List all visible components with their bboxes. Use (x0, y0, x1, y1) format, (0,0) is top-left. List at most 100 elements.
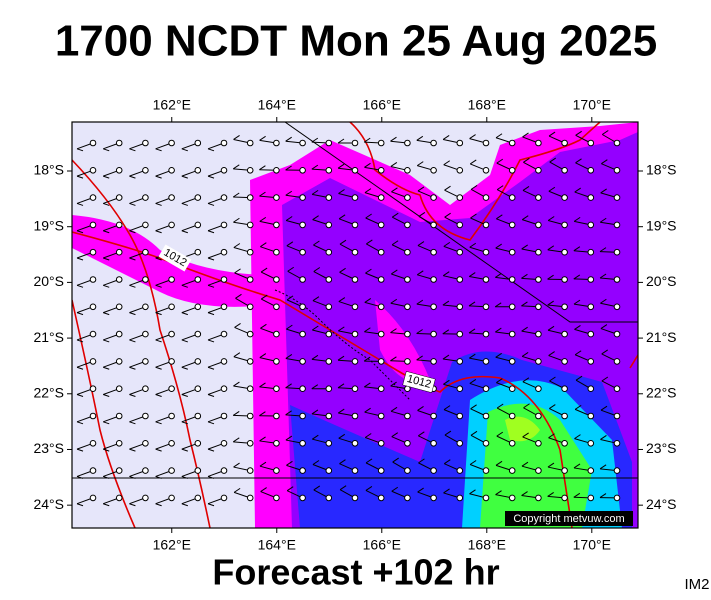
barb-flag (155, 394, 162, 397)
barb-flag (103, 503, 110, 507)
barb-station (377, 248, 385, 256)
barb-flag (103, 148, 110, 152)
barb-station (194, 385, 202, 393)
barb-station (89, 139, 97, 147)
lat-tick-label: 19°S (646, 217, 677, 233)
barb-flag (366, 239, 373, 245)
barb-station (325, 276, 333, 283)
barb-flag (495, 243, 502, 249)
barb-station (561, 385, 568, 393)
barb-station (89, 385, 97, 393)
barb-station (273, 248, 280, 256)
barb-flag (337, 355, 345, 361)
barb-flag (233, 381, 240, 387)
barb-flag (390, 406, 398, 412)
barb-flag (390, 328, 397, 334)
barb-station (299, 494, 306, 502)
barb-flag (76, 257, 84, 261)
barb-station (115, 412, 123, 420)
isobar (629, 354, 638, 369)
wind-barbs (76, 130, 621, 507)
barb-flag (103, 421, 110, 425)
barb-flag (259, 461, 267, 467)
barb-flag (207, 475, 215, 479)
barb-flag (443, 405, 451, 411)
barb-station (351, 303, 359, 311)
barb-station (404, 248, 411, 256)
barb-station (273, 330, 280, 338)
barb-station (325, 167, 333, 174)
barb-flag (547, 300, 554, 306)
barb-station (377, 385, 385, 393)
barb-flag (391, 240, 399, 246)
barb-station (561, 276, 568, 283)
barb-station (508, 440, 516, 447)
barb-flag (522, 377, 530, 383)
barb-flag (521, 352, 529, 357)
lon-tick-label: 170°E (573, 537, 611, 553)
barb-station (587, 221, 595, 229)
barb-station (587, 440, 595, 447)
barb-station (377, 467, 385, 474)
barb-station (246, 276, 254, 283)
barb-station (404, 194, 411, 201)
barb-flag (364, 188, 372, 194)
barb-flag (390, 162, 398, 167)
barb-flag (260, 294, 268, 300)
barb-station (273, 385, 280, 393)
axis-ticks: 162°E 162°E 164°E 164°E 166°E 166°E 168°E 168°E… (33, 97, 676, 553)
barb-station (168, 467, 175, 474)
barb-station (115, 167, 123, 174)
barb-station (430, 167, 437, 174)
barb-station (246, 467, 254, 474)
barb-flag (416, 355, 423, 361)
barb-flag (418, 431, 425, 437)
barb-station (325, 358, 333, 365)
barb-flag (547, 325, 555, 331)
lat-tick-label: 20°S (33, 273, 64, 289)
barb-station (168, 303, 175, 311)
barb-station (561, 330, 568, 338)
barb-flag (495, 133, 503, 139)
barb-station (351, 494, 359, 502)
barb-flag (442, 271, 450, 277)
barb-station (115, 139, 123, 147)
barb-flag (443, 379, 450, 385)
barb-flag (416, 299, 424, 305)
barb-flag (364, 327, 371, 333)
barb-station (246, 221, 254, 229)
barb-station (482, 167, 490, 174)
barb-flag (470, 430, 478, 436)
barb-flag (548, 351, 555, 357)
barb-flag (76, 284, 84, 288)
barb-station (587, 385, 595, 393)
barb-flag (260, 267, 268, 273)
barb-flag (207, 230, 215, 234)
image-code: IM2 (684, 576, 709, 593)
barb-flag (207, 503, 215, 507)
barb-station (194, 330, 202, 338)
barb-station (351, 358, 359, 365)
barb-station (168, 139, 175, 147)
barb-flag (207, 257, 215, 261)
barb-flag (417, 241, 425, 246)
barb-station (404, 139, 411, 147)
barb-station (246, 139, 254, 147)
barb-station (299, 139, 306, 147)
barb-flag (181, 312, 188, 316)
barb-station (246, 194, 254, 201)
barb-station (613, 330, 621, 338)
label-box (158, 244, 192, 272)
barb-flag (311, 384, 319, 390)
barb-flag (181, 284, 188, 288)
barb-flag (259, 165, 266, 171)
barb-flag (365, 486, 373, 491)
lat-tick-label: 22°S (33, 384, 64, 400)
barb-station (220, 276, 228, 283)
barb-station (456, 467, 464, 474)
barb-flag (76, 394, 84, 397)
barb-flag (339, 239, 347, 245)
barb-flag (181, 503, 188, 507)
barb-flag (103, 257, 110, 261)
barb-flag (600, 188, 607, 194)
